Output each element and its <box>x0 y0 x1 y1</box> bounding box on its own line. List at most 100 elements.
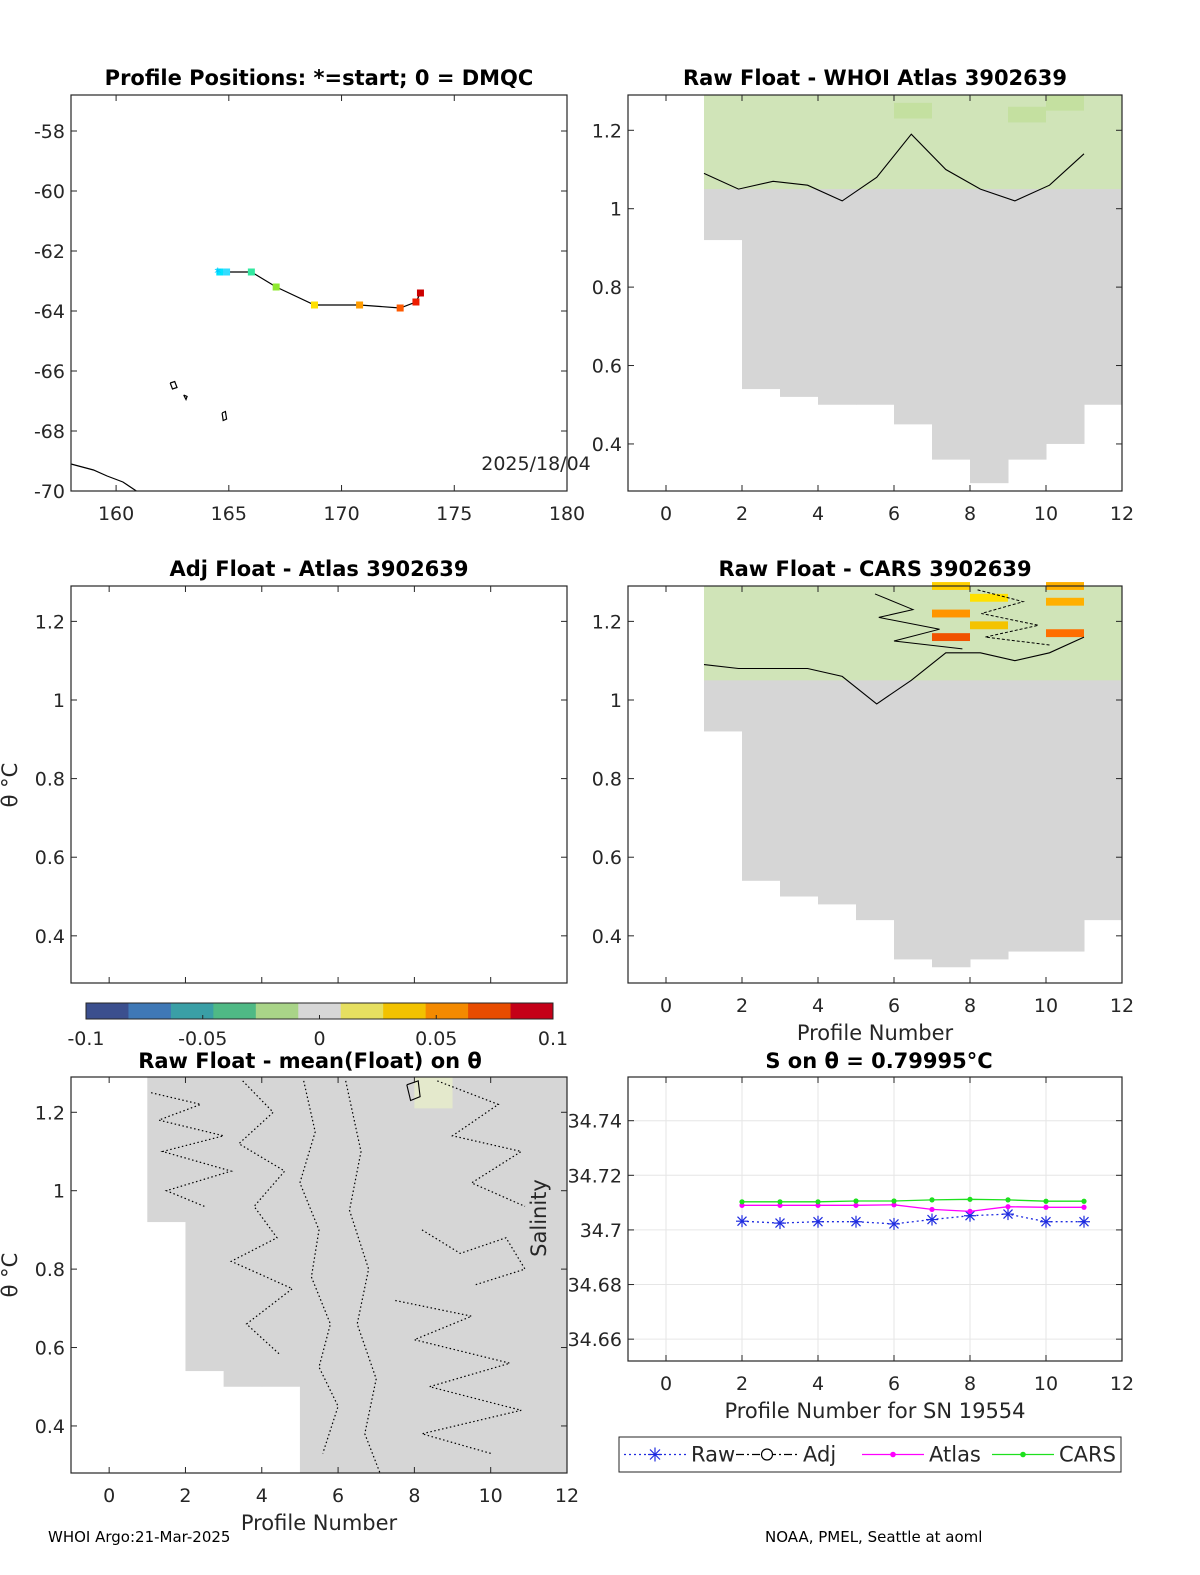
map-ytick-label: -60 <box>34 181 65 203</box>
panel-raw-cars: 0 2 4 6 8 10 12 0.4 0.6 0.8 1 1.2 <box>592 582 1134 1017</box>
salinity-point-cars <box>1043 1198 1049 1204</box>
salinity-point-raw-stroke <box>1041 1216 1051 1227</box>
raw-atlas-cell-green <box>970 95 1009 190</box>
raw-cars-hot-cell <box>1046 597 1084 606</box>
salinity-point-cars <box>739 1199 745 1205</box>
raw-mean-contour <box>150 1092 234 1207</box>
colorbar-segment <box>425 1003 469 1019</box>
raw-cars-xtick-label: 8 <box>964 995 976 1017</box>
raw-mean-cell <box>376 1077 415 1473</box>
raw-cars-hot-cell <box>932 633 970 642</box>
raw-mean-contour <box>437 1080 526 1207</box>
salinity-xtick-label: 4 <box>812 1373 824 1395</box>
raw-cars-cell-green <box>780 586 819 681</box>
raw-cars-hot-cell <box>970 593 1008 602</box>
salinity-point-atlas <box>1081 1204 1087 1210</box>
raw-cars-ytick-label: 1.2 <box>592 611 622 633</box>
coastline <box>183 394 188 401</box>
legend-label-cars: CARS <box>1059 1443 1116 1467</box>
salinity-xtick-label: 12 <box>1110 1373 1134 1395</box>
salinity-point-atlas <box>929 1206 935 1213</box>
raw-atlas-ytick-label: 1.2 <box>592 120 622 142</box>
legend-marker-adj <box>760 1448 774 1461</box>
start-marker: * <box>214 266 221 282</box>
raw-cars-xlabel: Profile Number <box>797 1021 954 1045</box>
map-xtick-label: 165 <box>211 503 247 525</box>
map-xtick-label: 160 <box>98 503 134 525</box>
raw-mean-cell <box>490 1077 530 1473</box>
salinity-xtick-label: 10 <box>1034 1373 1058 1395</box>
raw-atlas-cell-bright <box>1046 95 1084 111</box>
raw-atlas-cell-bright <box>1008 106 1046 123</box>
salinity-ylabel: Salinity <box>527 1179 551 1257</box>
raw-mean-xtick-label: 0 <box>103 1485 115 1507</box>
colorbar-segment <box>298 1003 342 1019</box>
salinity-xlabel: Profile Number for SN 19554 <box>724 1399 1025 1423</box>
colorbar-tick-label: -0.1 <box>67 1028 104 1050</box>
salinity-point-cars <box>967 1196 973 1202</box>
coastline <box>70 463 137 492</box>
raw-cars-hot-cell <box>932 609 970 618</box>
raw-mean-ytick-label: 0.8 <box>35 1259 65 1281</box>
raw-cars-cell-green <box>818 586 857 681</box>
profile-position-marker <box>412 298 420 306</box>
raw-mean-ytick-label: 1.2 <box>35 1102 65 1124</box>
salinity-point-cars <box>891 1198 897 1204</box>
profile-position-marker <box>396 304 404 312</box>
colorbar-tick-label: -0.05 <box>178 1028 227 1050</box>
raw-atlas-xtick-label: 10 <box>1034 503 1058 525</box>
salinity-point-raw <box>850 1215 862 1228</box>
salinity-point-cars <box>1081 1198 1087 1204</box>
panel-profile-positions: * 160 165 170 175 180 -58 -60 -62 -64 -66 -68 -70 <box>34 94 585 525</box>
raw-cars-cell-green <box>894 586 933 681</box>
colorbar-segment <box>128 1003 172 1019</box>
panel-adj-atlas: 0.4 0.6 0.8 1 1.2 <box>35 585 568 984</box>
salinity-point-atlas <box>967 1208 973 1214</box>
raw-atlas-cell-green <box>856 95 895 190</box>
raw-cars-axes-box <box>627 585 1123 984</box>
raw-mean-cell <box>261 1077 301 1387</box>
map-xtick-label: 175 <box>436 503 472 525</box>
colorbar-segment <box>213 1003 257 1019</box>
raw-atlas-cell-bright <box>894 102 932 119</box>
map-xtick-label: 170 <box>323 503 359 525</box>
panel-raw-mean: 0 2 4 6 8 10 12 0.4 0.6 0.8 1 1.2 <box>35 1076 579 1507</box>
raw-mean-contour <box>421 1229 526 1286</box>
footer-right: NOAA, PMEL, Seattle at aoml <box>765 1528 982 1546</box>
panel-raw-atlas: 0 2 4 6 8 10 12 0.4 0.6 0.8 1 1.2 <box>592 94 1134 525</box>
raw-cars-hot-cell <box>970 621 1008 630</box>
raw-cars-xtick-label: 4 <box>812 995 824 1017</box>
legend-label-adj: Adj <box>803 1443 836 1467</box>
salinity-ytick-label: 34.66 <box>568 1329 622 1351</box>
colorbar-segment <box>510 1003 554 1019</box>
legend-label-atlas: Atlas <box>929 1443 981 1467</box>
positions-date-label: 2025/18/04 <box>481 453 591 475</box>
colorbar-segment <box>468 1003 512 1019</box>
legend-marker-cars <box>1020 1451 1026 1458</box>
raw-mean-cell-warm <box>414 1077 453 1109</box>
map-ytick-label: -58 <box>34 121 65 143</box>
raw-mean-xlabel: Profile Number <box>241 1511 398 1535</box>
map-ytick-label: -70 <box>34 481 65 503</box>
map-ytick-label: -68 <box>34 421 65 443</box>
raw-mean-axes-box <box>70 1076 568 1474</box>
salinity-point-raw-stroke <box>737 1216 747 1227</box>
colorbar-segment <box>383 1003 427 1019</box>
raw-atlas-ytick-label: 0.4 <box>592 434 622 456</box>
colorbar-segment <box>86 1003 129 1019</box>
raw-cars-ytick-label: 1 <box>610 690 622 712</box>
salinity-point-raw <box>774 1217 786 1230</box>
profile-position-marker <box>216 268 224 276</box>
profile-position-marker <box>416 289 424 297</box>
salinity-ytick-label: 34.68 <box>568 1275 622 1297</box>
salinity-point-cars <box>1005 1197 1011 1203</box>
raw-mean-ytick-label: 0.6 <box>35 1338 65 1360</box>
raw-atlas-cell-green <box>818 95 857 190</box>
salinity-point-atlas <box>1005 1204 1011 1210</box>
raw-mean-cell <box>528 1077 568 1473</box>
raw-cars-cell-green <box>704 586 743 681</box>
salinity-point-cars <box>815 1199 821 1205</box>
raw-atlas-ytick-label: 1 <box>610 199 622 221</box>
salinity-point-raw <box>736 1215 748 1228</box>
